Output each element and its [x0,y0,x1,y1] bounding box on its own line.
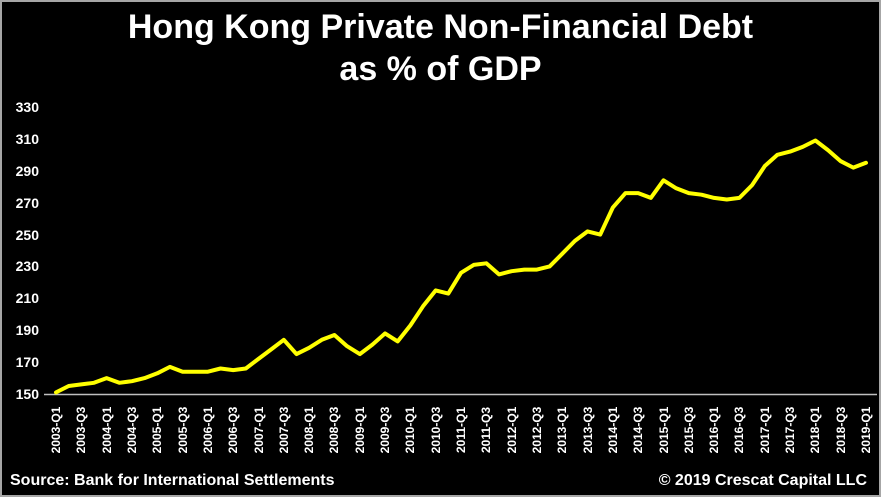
source-note: Source: Bank for International Settlemen… [10,472,335,489]
chart-title-line2: as % of GDP [339,50,542,88]
debt-line-series [54,138,868,395]
copyright-note: © 2019 Crescat Capital LLC [658,472,867,489]
chart-title-line1: Hong Kong Private Non-Financial Debt [127,8,754,46]
chart-title: Hong Kong Private Non-Financial Debt as … [2,6,879,90]
